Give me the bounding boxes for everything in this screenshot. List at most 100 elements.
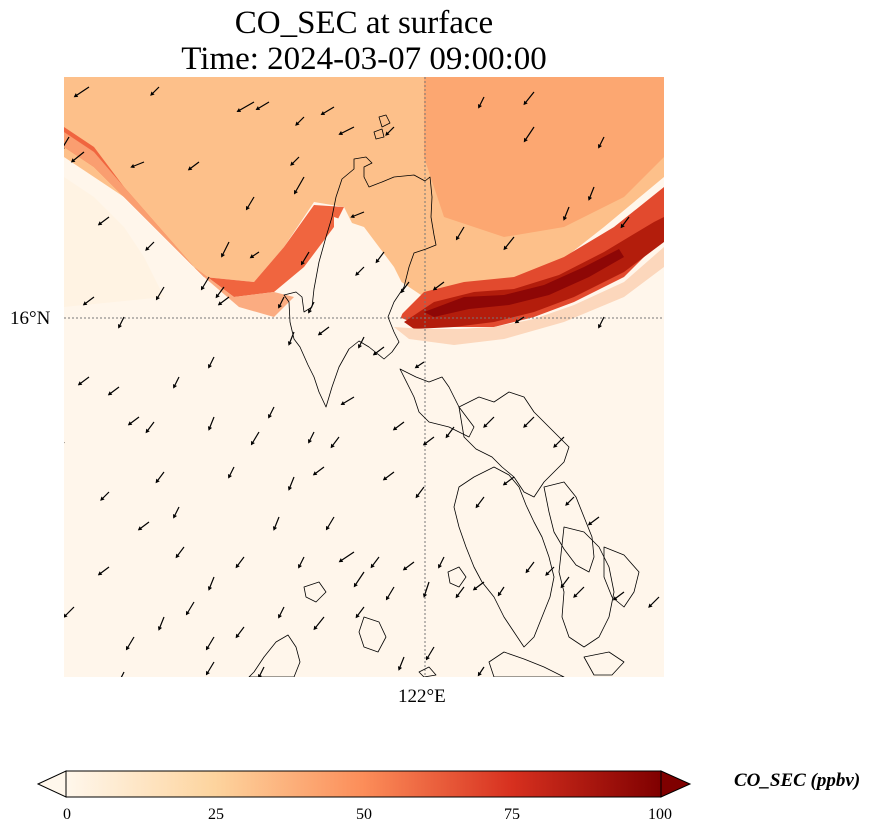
wind-vector-head [255,106,261,111]
wind-vector-head [455,593,460,599]
wind-vector-head [478,104,482,109]
wind-vector-shaft [575,586,585,596]
wind-vector-head [514,319,520,324]
wind-vector-shaft [439,556,445,566]
wind-vector-shaft [622,216,630,226]
wind-vector-head [207,586,213,591]
wind-vector-shaft [119,316,125,326]
wind-vector-shaft [385,471,395,479]
wind-vectors [64,86,660,677]
wind-vector-shaft [485,416,495,426]
wind-vector-head [502,481,508,486]
wind-vector-head [294,189,298,195]
wind-vector-head [392,426,398,431]
wind-vector-head [82,301,88,306]
wind-vector-shaft [447,426,455,436]
wind-vector-head [73,93,79,98]
wind-vector-shaft [457,586,465,596]
wind-vector-shaft [547,566,555,574]
wind-vector-shaft [332,436,340,446]
wind-vector-head [402,566,408,571]
wind-vector-head [97,571,103,576]
wind-vector-head [472,586,478,591]
wind-vector-head [422,593,428,598]
wind-vector-head [298,564,302,569]
wind-vector-shaft [259,666,265,676]
wind-vector-head [145,428,150,434]
wind-vector-shaft [252,431,260,443]
wind-vector-head [97,221,103,226]
wind-vector-head [317,331,323,336]
wind-vector-shaft [76,86,90,96]
wind-vector-shaft [147,421,155,431]
wind-vector-head [648,603,653,608]
wind-vector-shaft [357,606,365,616]
wind-vector-head [438,564,442,569]
wind-vector-shaft [343,396,355,404]
wind-vector-head [422,441,428,446]
wind-vector-head [370,563,375,569]
gridlines [64,77,664,677]
wind-vector-shaft [209,356,215,366]
wind-vector-head [497,591,502,597]
wind-vector-shaft [237,626,245,636]
wind-vector-head [397,666,403,671]
wind-vector-head [308,439,312,444]
wind-vector-head [562,216,568,221]
wind-vector-head [155,295,160,301]
wind-vector-head [130,163,135,169]
wind-vector-shaft [395,421,405,429]
wind-vector-head [205,670,210,676]
wind-vector-head [587,521,593,526]
wind-vector-shaft [479,666,485,674]
wind-vector-head [425,655,430,661]
wind-vector-shaft [289,331,295,343]
wind-vector-shaft [292,156,300,164]
wind-vector-head [200,285,205,291]
colorbar-tick-100: 100 [648,806,672,823]
wind-vector-head [313,625,318,631]
wind-vector-head [185,610,190,616]
wind-vector-head [598,324,602,329]
wind-vector-shaft [157,471,165,481]
wind-vector-shaft [152,86,160,94]
wind-vector-shaft [377,251,385,261]
wind-vector-shaft [247,196,255,208]
wind-vector-shaft [73,151,85,161]
wind-vector-head [127,421,133,426]
map-time-subtitle: Time: 2024-03-07 09:00:00 [181,41,547,77]
wind-vector-head [475,503,480,509]
wind-vector-head [125,645,130,651]
wind-vector-shaft [327,516,335,528]
wind-vector-shaft [229,466,235,476]
wind-vector-head [290,161,295,166]
wind-vector-shaft [650,596,660,606]
wind-vector-shaft [100,566,110,574]
wind-vector-shaft [341,551,355,561]
wind-vector-shaft [297,116,305,124]
wind-vector-head [173,514,177,519]
wind-vector-head [587,196,593,201]
wind-vector-shaft [239,101,255,111]
wind-vector-head [330,443,335,449]
wind-vector-shaft [207,636,215,648]
wind-vector-shaft [615,591,625,599]
wind-vector-head [355,271,360,276]
colorbar [36,770,692,798]
wind-vector-shaft [187,601,195,613]
wind-vector-shaft [202,276,210,288]
wind-vector-shaft [309,301,315,311]
wind-vector-shaft [564,206,570,218]
wind-vector-head [268,414,272,419]
wind-vector-head [258,674,262,677]
wind-vector-shaft [505,476,515,484]
wind-vector-head [64,147,65,149]
wind-vector-shaft [174,506,180,516]
wind-vector-shaft [517,316,525,322]
wind-vector-shaft [355,571,365,585]
wind-vector-head [157,626,163,631]
wind-vector-head [353,582,358,588]
wind-vector-shaft [589,186,595,198]
wind-vector-shaft [80,376,90,384]
wind-vector-shaft [279,606,285,616]
